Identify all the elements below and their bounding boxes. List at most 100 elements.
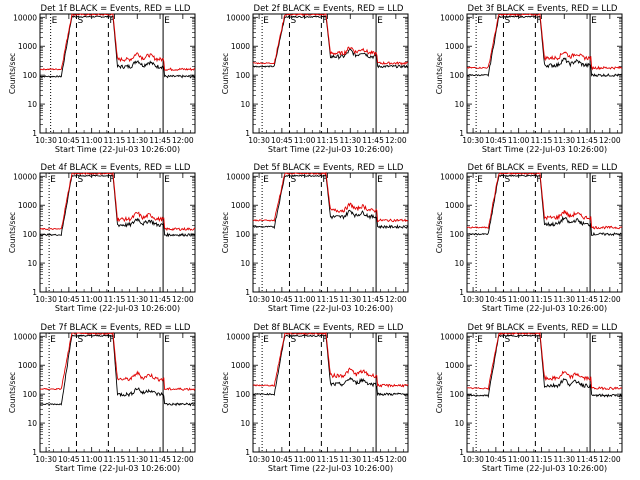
x-tick-label: 11:45 bbox=[576, 136, 598, 145]
x-axis-title: Start Time (22-Jul-03 10:26:00) bbox=[268, 304, 393, 313]
x-axis-title: Start Time (22-Jul-03 10:26:00) bbox=[268, 145, 393, 154]
y-tick-label: 10 bbox=[240, 100, 250, 109]
x-tick-label: 12:00 bbox=[385, 295, 407, 304]
panel-title: Det 2f BLACK = Events, RED = LLD bbox=[254, 4, 404, 14]
panel-title: Det 6f BLACK = Events, RED = LLD bbox=[468, 163, 618, 173]
event-marker-label: S bbox=[290, 175, 296, 185]
x-tick-label: 11:00 bbox=[294, 455, 316, 464]
y-tick-label: 10000 bbox=[226, 13, 250, 22]
events-series-line bbox=[252, 334, 409, 397]
event-marker-label: E bbox=[164, 175, 170, 185]
event-marker-label: E bbox=[591, 175, 597, 185]
event-marker-label: F bbox=[536, 175, 541, 185]
y-tick-label: 100 bbox=[236, 71, 251, 80]
plot-frame bbox=[466, 172, 623, 293]
y-axis-title: Counts/sec bbox=[435, 372, 444, 413]
y-tick-label: 100 bbox=[450, 230, 465, 239]
y-tick-label: 100 bbox=[236, 230, 251, 239]
panel-title: Det 1f BLACK = Events, RED = LLD bbox=[41, 4, 191, 14]
x-tick-label: 11:30 bbox=[339, 136, 361, 145]
y-tick-label: 10000 bbox=[13, 332, 37, 341]
x-tick-label: 11:00 bbox=[81, 136, 103, 145]
x-axis-title: Start Time (22-Jul-03 10:26:00) bbox=[482, 464, 607, 473]
events-series-line bbox=[39, 173, 196, 238]
event-marker-label: F bbox=[322, 335, 327, 345]
plot-frame bbox=[466, 13, 623, 134]
x-tick-label: 11:45 bbox=[149, 455, 171, 464]
event-marker-label: F bbox=[536, 16, 541, 26]
x-tick-label: 11:30 bbox=[339, 295, 361, 304]
x-tick-label: 11:45 bbox=[576, 295, 598, 304]
plot-frame bbox=[39, 13, 196, 134]
lld-series-line bbox=[39, 331, 196, 391]
y-tick-label: 10000 bbox=[226, 172, 250, 181]
x-tick-label: 10:30 bbox=[248, 455, 270, 464]
event-marker-label: E bbox=[377, 335, 383, 345]
event-marker-label: F bbox=[536, 335, 541, 345]
x-tick-label: 12:00 bbox=[172, 455, 194, 464]
event-marker-label: F bbox=[109, 335, 114, 345]
x-tick-label: 11:45 bbox=[576, 455, 598, 464]
x-tick-label: 12:00 bbox=[385, 136, 407, 145]
x-tick-label: 11:30 bbox=[339, 455, 361, 464]
y-tick-label: 10000 bbox=[226, 332, 250, 341]
event-marker-label: E bbox=[164, 335, 170, 345]
events-series-line bbox=[39, 15, 196, 79]
x-tick-label: 10:45 bbox=[58, 136, 80, 145]
x-tick-label: 11:45 bbox=[362, 455, 384, 464]
x-tick-label: 10:30 bbox=[462, 455, 484, 464]
event-marker-label: S bbox=[290, 335, 296, 345]
event-marker-label: S bbox=[504, 16, 510, 26]
y-axis-title: Counts/sec bbox=[221, 53, 230, 94]
x-tick-label: 12:00 bbox=[385, 455, 407, 464]
event-marker-label: E bbox=[263, 335, 269, 345]
x-tick-label: 11:00 bbox=[508, 136, 530, 145]
events-series-line bbox=[252, 15, 408, 69]
x-axis-title: Start Time (22-Jul-03 10:26:00) bbox=[482, 304, 607, 313]
x-tick-label: 10:45 bbox=[58, 295, 80, 304]
x-tick-label: 10:30 bbox=[248, 136, 270, 145]
events-series-line bbox=[466, 15, 623, 78]
x-tick-label: 11:45 bbox=[149, 136, 171, 145]
x-tick-label: 11:45 bbox=[149, 295, 171, 304]
x-tick-label: 12:00 bbox=[599, 295, 621, 304]
plot-frame bbox=[39, 332, 196, 453]
x-tick-label: 11:30 bbox=[126, 136, 148, 145]
x-tick-label: 11:15 bbox=[104, 295, 126, 304]
x-axis-title: Start Time (22-Jul-03 10:26:00) bbox=[55, 145, 180, 154]
x-tick-label: 11:15 bbox=[104, 455, 126, 464]
plot-frame bbox=[252, 13, 409, 134]
y-tick-label: 1000 bbox=[18, 42, 37, 51]
x-tick-label: 10:30 bbox=[35, 455, 57, 464]
event-marker-label: E bbox=[591, 335, 597, 345]
x-tick-label: 11:00 bbox=[508, 455, 530, 464]
y-axis-title: Counts/sec bbox=[435, 212, 444, 253]
x-axis-title: Start Time (22-Jul-03 10:26:00) bbox=[268, 464, 393, 473]
y-axis-title: Counts/sec bbox=[8, 372, 17, 413]
y-tick-label: 1 bbox=[459, 129, 464, 138]
x-tick-label: 11:30 bbox=[553, 455, 575, 464]
y-tick-label: 1000 bbox=[445, 42, 464, 51]
plot-frame bbox=[39, 172, 196, 293]
event-marker-label: E bbox=[50, 335, 56, 345]
event-marker-label: S bbox=[504, 175, 510, 185]
y-tick-label: 10000 bbox=[440, 332, 464, 341]
event-marker-label: E bbox=[477, 16, 483, 26]
plot-frame bbox=[252, 332, 409, 453]
x-tick-label: 10:45 bbox=[271, 455, 293, 464]
y-axis-title: Counts/sec bbox=[8, 53, 17, 94]
event-marker-label: E bbox=[591, 16, 597, 26]
lld-series-line bbox=[466, 331, 623, 391]
lld-series-line bbox=[466, 172, 623, 230]
events-series-line bbox=[39, 333, 195, 407]
y-tick-label: 10 bbox=[454, 100, 464, 109]
y-tick-label: 10 bbox=[27, 259, 37, 268]
y-tick-label: 10 bbox=[240, 419, 250, 428]
x-tick-label: 11:15 bbox=[317, 455, 339, 464]
x-tick-label: 11:45 bbox=[362, 295, 384, 304]
events-series-line bbox=[466, 173, 622, 237]
x-tick-label: 11:00 bbox=[294, 136, 316, 145]
y-axis-title: Counts/sec bbox=[221, 372, 230, 413]
x-tick-label: 11:15 bbox=[531, 455, 553, 464]
